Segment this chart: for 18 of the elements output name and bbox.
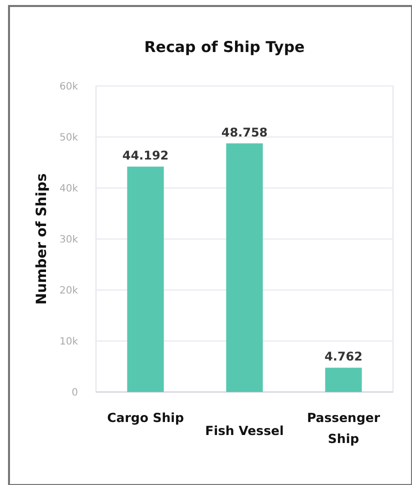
y-tick-label: 30k <box>59 234 78 246</box>
x-tick-label: Cargo Ship <box>107 410 184 425</box>
bar <box>226 143 263 392</box>
chart-title: Recap of Ship Type <box>144 38 305 56</box>
x-tick-label: Passenger Ship <box>306 410 381 446</box>
data-label: 4.762 <box>324 350 362 364</box>
y-tick-label: 10k <box>59 336 78 348</box>
y-tick-label: 60k <box>59 82 78 92</box>
y-tick-label: 50k <box>59 132 78 144</box>
y-axis-title: Number of Ships <box>34 173 50 305</box>
data-label: 48.758 <box>221 125 268 140</box>
y-tick-label: 20k <box>59 286 78 296</box>
x-tick-label: Fish Vessel <box>205 423 284 438</box>
bar <box>127 166 164 392</box>
y-tick-label: 0 <box>72 388 78 398</box>
y-tick-label: 40k <box>59 184 78 194</box>
bar <box>325 368 362 392</box>
data-label: 44.192 <box>122 148 169 163</box>
